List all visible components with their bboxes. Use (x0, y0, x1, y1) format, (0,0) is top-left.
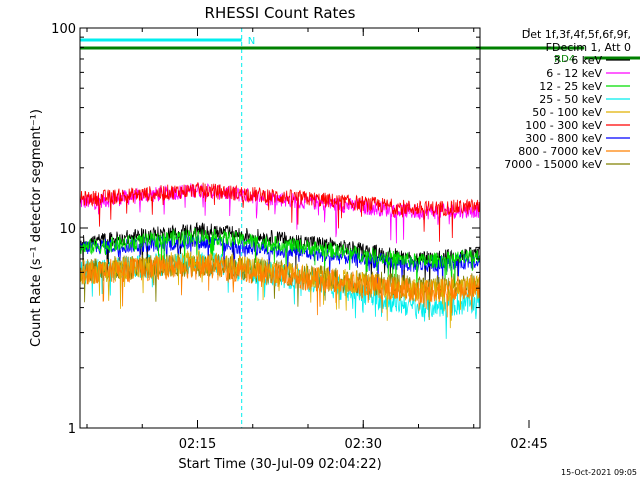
legend-label: 3 - 6 keV (553, 54, 602, 67)
legend-label: 12 - 25 keV (539, 80, 602, 93)
y-axis-label: Count Rate (s⁻¹ detector segment⁻¹) (29, 109, 44, 347)
x-tick-label: 02:30 (345, 437, 382, 452)
series-line-100-300keV (79, 182, 481, 242)
x-tick-label: 02:15 (179, 437, 216, 452)
y-tick-label: 10 (59, 222, 76, 237)
legend-label: 6 - 12 keV (546, 67, 602, 80)
y-axis: 1 10 100 (51, 22, 480, 437)
series-line-12-25keV (79, 227, 481, 295)
interval-label-n: N (248, 36, 255, 47)
series-line-800-7000keV (79, 254, 481, 318)
plot-frame (79, 27, 481, 429)
legend-header-line-1: Det 1f,3f,4f,5f,6f,9f, (522, 28, 631, 41)
chart-title: RHESSI Count Rates (205, 4, 356, 22)
legend: Det 1f,3f,4f,5f,6f,9f, FDecim 1, Att 0 3… (504, 28, 631, 171)
x-tick-label: 02:45 (510, 437, 547, 452)
generation-timestamp: 15-Oct-2021 09:05 (561, 468, 637, 477)
legend-label: 100 - 300 keV (525, 119, 602, 132)
y-tick-label: 1 (68, 422, 76, 437)
legend-label: 300 - 800 keV (525, 132, 602, 145)
legend-label: 7000 - 15000 keV (504, 158, 602, 171)
plot-area: NRD0RD4 (79, 28, 640, 428)
x-axis-label: Start Time (30-Jul-09 02:04:22) (178, 457, 381, 472)
legend-label: 50 - 100 keV (532, 106, 602, 119)
legend-label: 800 - 7000 keV (518, 145, 602, 158)
y-tick-label: 100 (51, 22, 76, 37)
legend-label: 25 - 50 keV (539, 93, 602, 106)
legend-header-line-2: FDecim 1, Att 0 (546, 41, 631, 54)
interval-label-rd4: RD4 (554, 54, 575, 65)
